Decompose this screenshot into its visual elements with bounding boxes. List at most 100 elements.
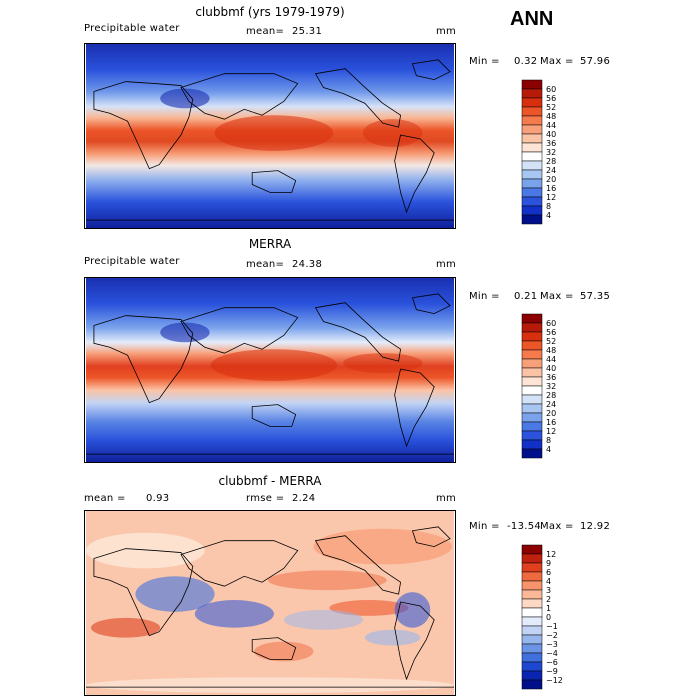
- panel-2-colorbar-label: 40: [546, 364, 556, 373]
- panel-1-colorbar-label: 52: [546, 103, 556, 112]
- panel-2-colorbar-swatch: [521, 349, 543, 360]
- panel-3-colorbar-swatch: [521, 670, 543, 681]
- panel-3-colorbar-swatch: [521, 652, 543, 663]
- panel-1-colorbar-swatch: [521, 169, 543, 180]
- panel-3-units: mm: [436, 493, 457, 504]
- panel-1-colorbar-swatch: [521, 133, 543, 144]
- panel-3-colorbar-swatch: [521, 625, 543, 636]
- panel-1-colorbar-label: 36: [546, 139, 556, 148]
- panel-1-max-value: 57.96: [580, 56, 611, 67]
- panel-1-colorbar-label: 8: [546, 202, 551, 211]
- panel-3-colorbar-label: 12: [546, 550, 556, 559]
- panel-3-min-label: Min =: [469, 521, 500, 532]
- panel-2-colorbar-label: 36: [546, 373, 556, 382]
- panel-3-colorbar-swatch: [521, 553, 543, 564]
- panel-2-colorbar-label: 24: [546, 400, 556, 409]
- panel-3-colorbar-swatch: [521, 679, 543, 690]
- panel-2-min-value: 0.21: [514, 291, 538, 302]
- panel-1-colorbar-swatch: [521, 124, 543, 135]
- panel-2-colorbar-swatch: [521, 340, 543, 351]
- panel-2-mean-value: 24.38: [292, 259, 323, 270]
- panel-1-colorbar-label: 32: [546, 148, 556, 157]
- panel-1-colorbar-swatch: [521, 142, 543, 153]
- panel-2-colorbar-label: 16: [546, 418, 556, 427]
- panel-1-colorbar-swatch: [521, 88, 543, 99]
- panel-2-colorbar-swatch: [521, 439, 543, 450]
- panel-2-colorbar-swatch: [521, 385, 543, 396]
- panel-3-colorbar-label: 3: [546, 586, 551, 595]
- panel-1-colorbar-swatch: [521, 160, 543, 171]
- panel-2-colorbar-label: 44: [546, 355, 556, 364]
- panel-3-colorbar-swatch: [521, 571, 543, 582]
- panel-1-colorbar-label: 40: [546, 130, 556, 139]
- panel-3-colorbar-swatch: [521, 580, 543, 591]
- panel-1-colorbar-swatch: [521, 106, 543, 117]
- panel-2-colorbar-swatch: [521, 430, 543, 441]
- panel-3-colorbar-label: 6: [546, 568, 551, 577]
- panel-1-colorbar-label: 12: [546, 193, 556, 202]
- season-label: ANN: [510, 8, 554, 30]
- panel-3-mean-label: mean =: [84, 493, 126, 504]
- panel-1-map: [84, 43, 456, 229]
- panel-3-colorbar-swatch: [521, 634, 543, 645]
- panel-3-colorbar-label: 0: [546, 613, 551, 622]
- panel-3-colorbar-swatch: [521, 616, 543, 627]
- panel-3-colorbar-swatch: [521, 598, 543, 609]
- panel-3-mean-value: 0.93: [146, 493, 170, 504]
- panel-2-colorbar-swatch: [521, 358, 543, 369]
- panel-1-mean-label: mean=: [246, 26, 285, 37]
- panel-2-colorbar-label: 28: [546, 391, 556, 400]
- panel-1-colorbar-swatch: [521, 196, 543, 207]
- panel-3-colorbar-label: −9: [546, 667, 558, 676]
- panel-1-colorbar-swatch: [521, 214, 543, 225]
- panel-1-colorbar-label: 16: [546, 184, 556, 193]
- panel-3-max-label: Max =: [540, 521, 574, 532]
- panel-2-colorbar-swatch: [521, 448, 543, 459]
- panel-3-colorbar-label: −3: [546, 640, 558, 649]
- panel-3-colorbar-swatch: [521, 661, 543, 672]
- panel-3-colorbar-label: −2: [546, 631, 558, 640]
- panel-2-variable-label: Precipitable water: [84, 256, 180, 267]
- panel-1-colorbar-swatch: [521, 97, 543, 108]
- panel-2-colorbar-label: 48: [546, 346, 556, 355]
- panel-1-units: mm: [436, 26, 457, 37]
- panel-1-max-label: Max =: [540, 56, 574, 67]
- panel-3-map: [84, 510, 456, 696]
- panel-1-colorbar-swatch: [521, 151, 543, 162]
- panel-3-colorbar-label: 1: [546, 604, 551, 613]
- panel-2-colorbar-label: 20: [546, 409, 556, 418]
- panel-1-mean-value: 25.31: [292, 26, 323, 37]
- panel-2-colorbar-swatch: [521, 376, 543, 387]
- panel-1-min-label: Min =: [469, 56, 500, 67]
- panel-2-colorbar-swatch: [521, 403, 543, 414]
- panel-3-colorbar-label: −1: [546, 622, 558, 631]
- panel-1-min-value: 0.32: [514, 56, 538, 67]
- panel-2-colorbar-label: 52: [546, 337, 556, 346]
- panel-3-colorbar-swatch: [521, 607, 543, 618]
- panel-1-colorbar-label: 48: [546, 112, 556, 121]
- panel-3-min-value: -13.54: [507, 521, 542, 532]
- panel-1-colorbar-label: 28: [546, 157, 556, 166]
- panel-1-colorbar-swatch: [521, 205, 543, 216]
- panel-3-max-value: 12.92: [580, 521, 611, 532]
- panel-1-variable-label: Precipitable water: [84, 23, 180, 34]
- panel-3-colorbar-swatch: [521, 562, 543, 573]
- panel-1-colorbar-label: 60: [546, 85, 556, 94]
- panel-1-colorbar-swatch: [521, 178, 543, 189]
- panel-2-colorbar-swatch: [521, 412, 543, 423]
- panel-2-colorbar-swatch: [521, 394, 543, 405]
- panel-2-colorbar-swatch: [521, 313, 543, 324]
- panel-3-colorbar-label: −4: [546, 649, 558, 658]
- panel-2-colorbar-label: 8: [546, 436, 551, 445]
- panel-3-colorbar-label: 4: [546, 577, 551, 586]
- panel-1-colorbar-label: 24: [546, 166, 556, 175]
- panel-2-min-label: Min =: [469, 291, 500, 302]
- panel-2-colorbar-label: 32: [546, 382, 556, 391]
- panel-3-colorbar-swatch: [521, 643, 543, 654]
- panel-2-colorbar-label: 4: [546, 445, 551, 454]
- panel-2-colorbar-swatch: [521, 331, 543, 342]
- panel-1-colorbar-swatch: [521, 79, 543, 90]
- panel-3-rmse-label: rmse =: [246, 493, 285, 504]
